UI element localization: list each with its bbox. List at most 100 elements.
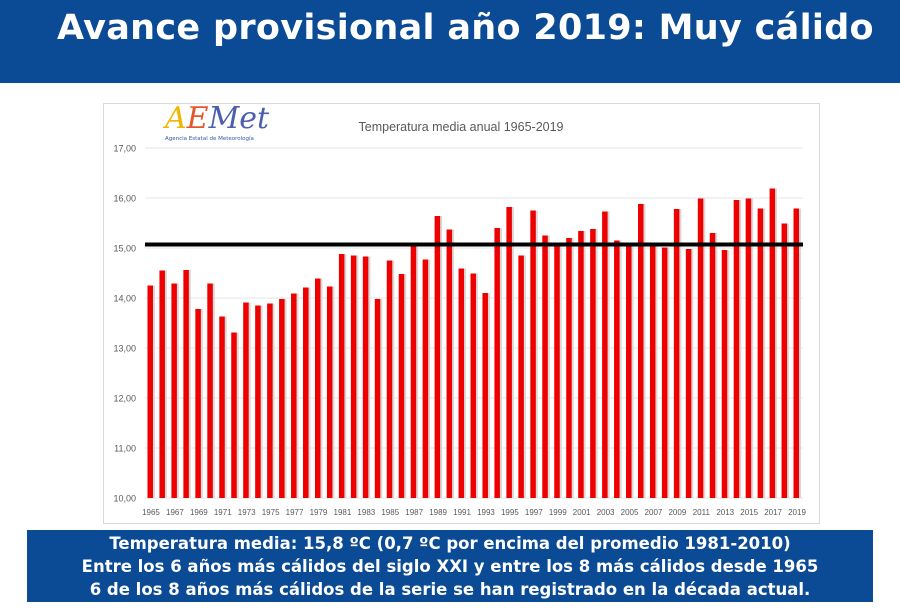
bar-2012 bbox=[709, 233, 716, 498]
x-tick-label: 1973 bbox=[238, 508, 256, 517]
bar-1996 bbox=[518, 255, 524, 498]
bar-1968 bbox=[183, 270, 189, 498]
bar-1989 bbox=[434, 216, 441, 498]
bar-1966 bbox=[159, 270, 165, 498]
bar-1990 bbox=[446, 229, 453, 498]
aemet-logo: AEMet Agencia Estatal de Meteorología bbox=[165, 101, 270, 143]
bar-2017 bbox=[769, 188, 776, 498]
x-tick-label: 1995 bbox=[501, 508, 519, 517]
bar-1970 bbox=[207, 283, 213, 498]
x-tick-label: 2019 bbox=[788, 508, 806, 517]
bar-1965 bbox=[147, 285, 153, 498]
aemet-logo-subtitle: Agencia Estatal de Meteorología bbox=[165, 136, 254, 142]
x-tick-label: 2007 bbox=[645, 508, 663, 517]
y-tick-label: 12,00 bbox=[113, 394, 136, 404]
bar-1981 bbox=[338, 254, 345, 498]
bar-1977 bbox=[291, 293, 297, 498]
x-tick-label: 2015 bbox=[740, 508, 758, 517]
bar-1985 bbox=[386, 260, 393, 498]
x-tick-label: 1979 bbox=[310, 508, 328, 517]
bar-1993 bbox=[482, 293, 488, 498]
y-tick-label: 17,00 bbox=[113, 144, 136, 154]
x-tick-label: 1983 bbox=[357, 508, 375, 517]
chart-title: Temperatura media anual 1965-2019 bbox=[359, 120, 564, 134]
y-tick-label: 14,00 bbox=[113, 294, 136, 304]
bar-2019 bbox=[793, 208, 800, 498]
x-tick-label: 1971 bbox=[214, 508, 232, 517]
x-tick-label: 1989 bbox=[429, 508, 447, 517]
x-tick-label: 1991 bbox=[453, 508, 471, 517]
bar-2005 bbox=[626, 245, 632, 498]
bar-2018 bbox=[781, 223, 788, 498]
bar-1969 bbox=[195, 309, 201, 498]
bar-1997 bbox=[530, 210, 536, 498]
x-tick-label: 2011 bbox=[693, 508, 711, 517]
bar-2014 bbox=[733, 200, 740, 498]
bar-1972 bbox=[231, 332, 237, 498]
bar-1986 bbox=[398, 274, 405, 498]
page-title: Avance provisional año 2019: Muy cálido bbox=[57, 8, 874, 48]
bar-2013 bbox=[721, 250, 728, 498]
bar-1976 bbox=[279, 299, 285, 498]
bar-1991 bbox=[458, 268, 465, 498]
bar-1982 bbox=[350, 255, 357, 498]
bar-1987 bbox=[410, 245, 417, 498]
x-tick-label: 2005 bbox=[621, 508, 639, 517]
bar-1978 bbox=[303, 287, 309, 498]
x-tick-label: 2009 bbox=[668, 508, 686, 517]
bar-1971 bbox=[219, 316, 225, 498]
aemet-logo-mark: AEMet bbox=[165, 101, 270, 136]
x-tick-label: 1987 bbox=[405, 508, 423, 517]
x-tick-label: 1985 bbox=[381, 508, 399, 517]
x-tick-label: 2001 bbox=[573, 508, 591, 517]
bar-2003 bbox=[602, 211, 608, 498]
bar-1994 bbox=[494, 228, 500, 498]
bar-1973 bbox=[243, 302, 249, 498]
y-tick-label: 16,00 bbox=[113, 194, 136, 204]
x-tick-label: 2003 bbox=[597, 508, 615, 517]
bar-1983 bbox=[362, 256, 369, 498]
bar-1974 bbox=[255, 305, 261, 498]
bar-2015 bbox=[745, 198, 752, 498]
bar-1999 bbox=[554, 245, 560, 498]
bar-1984 bbox=[374, 299, 381, 498]
bar-2006 bbox=[637, 204, 644, 498]
y-tick-label: 13,00 bbox=[113, 344, 136, 354]
header-banner: Avance provisional año 2019: Muy cálido bbox=[0, 0, 900, 83]
x-tick-label: 1975 bbox=[262, 508, 280, 517]
x-tick-label: 2013 bbox=[716, 508, 734, 517]
bar-2001 bbox=[578, 231, 584, 498]
x-tick-label: 1977 bbox=[286, 508, 304, 517]
summary-line-1: Temperatura media: 15,8 ºC (0,7 ºC por e… bbox=[109, 534, 791, 553]
summary-line-2: Entre los 6 años más cálidos del siglo X… bbox=[81, 557, 819, 576]
x-tick-label: 1999 bbox=[549, 508, 567, 517]
bar-1980 bbox=[326, 286, 333, 498]
bar-1995 bbox=[506, 207, 512, 498]
y-tick-label: 11,00 bbox=[114, 444, 136, 454]
summary-box: Temperatura media: 15,8 ºC (0,7 ºC por e… bbox=[27, 530, 873, 602]
bar-2002 bbox=[590, 229, 596, 498]
x-tick-label: 1993 bbox=[477, 508, 495, 517]
bar-1992 bbox=[470, 273, 476, 498]
x-tick-label: 1967 bbox=[166, 508, 184, 517]
bar-2000 bbox=[566, 238, 572, 498]
bar-1979 bbox=[314, 278, 321, 498]
bar-2008 bbox=[661, 247, 668, 498]
y-tick-label: 15,00 bbox=[113, 244, 136, 254]
bar-2007 bbox=[649, 245, 656, 498]
x-tick-label: 1965 bbox=[142, 508, 160, 517]
bar-1998 bbox=[542, 235, 548, 498]
bar-2009 bbox=[673, 209, 680, 498]
x-tick-label: 1981 bbox=[334, 508, 352, 517]
x-tick-label: 2017 bbox=[764, 508, 782, 517]
bar-1988 bbox=[422, 259, 429, 498]
summary-line-3: 6 de los 8 años más cálidos de la serie … bbox=[89, 580, 811, 599]
bar-2016 bbox=[757, 208, 764, 498]
y-tick-label: 10,00 bbox=[113, 494, 136, 504]
bar-2010 bbox=[685, 249, 692, 498]
bar-1967 bbox=[171, 283, 177, 498]
bar-1975 bbox=[267, 303, 273, 498]
bar-2004 bbox=[614, 240, 620, 498]
x-tick-label: 1997 bbox=[525, 508, 543, 517]
